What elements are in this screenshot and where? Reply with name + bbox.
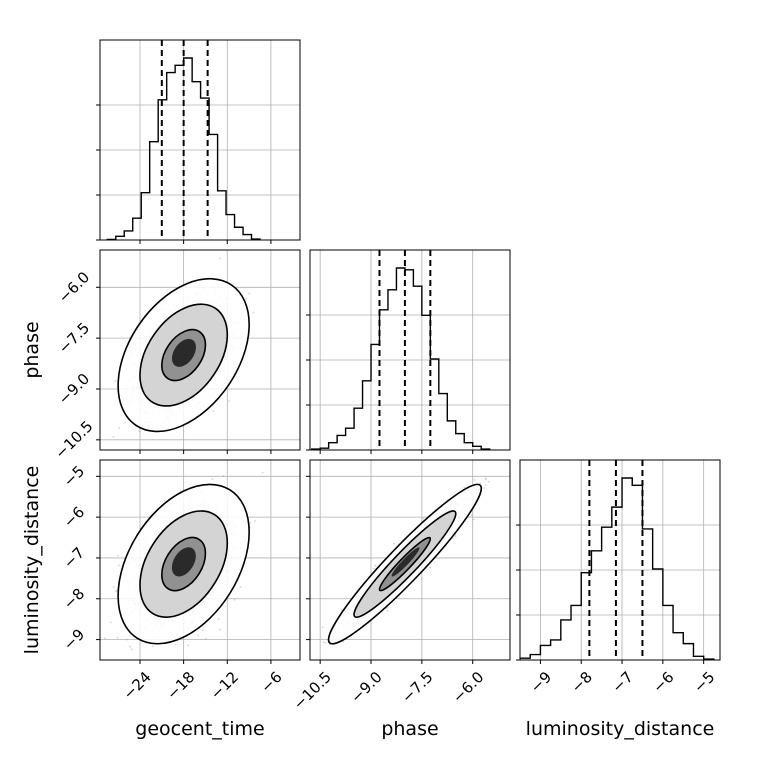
sample-point (109, 621, 112, 624)
sample-point (452, 537, 455, 540)
sample-point (138, 430, 141, 433)
sample-point (197, 634, 200, 637)
histogram-phase (310, 267, 491, 450)
sample-point (222, 475, 225, 477)
panel-frame (519, 459, 721, 661)
sample-point (116, 636, 119, 639)
sample-point (252, 311, 255, 314)
scatter-panel-luminosity_distance-vs-phase (306, 459, 511, 664)
sample-point (248, 292, 251, 295)
panel-frame (309, 249, 511, 451)
sample-point (125, 638, 128, 641)
sample-point (163, 499, 166, 502)
sample-point (117, 554, 119, 557)
sample-point (149, 468, 151, 470)
sample-point (342, 641, 344, 643)
density-core (171, 338, 196, 367)
panel-content (310, 460, 510, 660)
sample-point (201, 629, 204, 632)
panel-content (95, 250, 300, 470)
hist-panel-phase (306, 249, 511, 454)
panel-frame (99, 249, 301, 451)
sample-point (217, 618, 220, 621)
sample-point (218, 628, 221, 631)
panel-frame (99, 459, 301, 661)
hist-panel-luminosity_distance (516, 459, 721, 664)
sample-point (249, 522, 252, 524)
sample-point (95, 384, 97, 386)
scatter-panel-phase-vs-geocent_time (95, 249, 301, 470)
sample-point (245, 297, 248, 300)
sample-point (239, 586, 242, 588)
sample-point (228, 400, 230, 402)
sample-point (115, 589, 118, 592)
sample-point (112, 585, 115, 588)
panel-frame (99, 39, 301, 241)
sample-point (115, 590, 118, 593)
sample-point (233, 599, 236, 601)
sample-point (454, 535, 457, 538)
sample-point (129, 645, 131, 648)
sample-point (254, 520, 256, 522)
sample-point (422, 517, 425, 520)
panel-content (100, 460, 300, 660)
sample-point (130, 648, 133, 651)
hist-panel-geocent_time (96, 39, 301, 244)
sample-point (114, 380, 117, 383)
sample-point (205, 637, 207, 640)
sample-point (187, 644, 190, 647)
sample-point (118, 427, 120, 429)
sample-point (151, 645, 154, 648)
sample-point (174, 643, 177, 646)
sample-point (322, 641, 325, 643)
sample-point (212, 410, 215, 413)
density-core (171, 547, 196, 577)
sample-point (179, 490, 182, 492)
sample-point (211, 478, 214, 481)
sample-point (104, 637, 106, 640)
sample-point (340, 609, 343, 612)
histogram-luminosity_distance (520, 477, 715, 660)
sample-point (324, 641, 327, 644)
sample-point (112, 436, 115, 438)
sample-point (218, 257, 221, 260)
sample-point (124, 421, 126, 424)
sample-point (118, 564, 120, 567)
scatter-panel-luminosity_distance-vs-geocent_time (96, 459, 301, 664)
sample-point (261, 471, 264, 474)
